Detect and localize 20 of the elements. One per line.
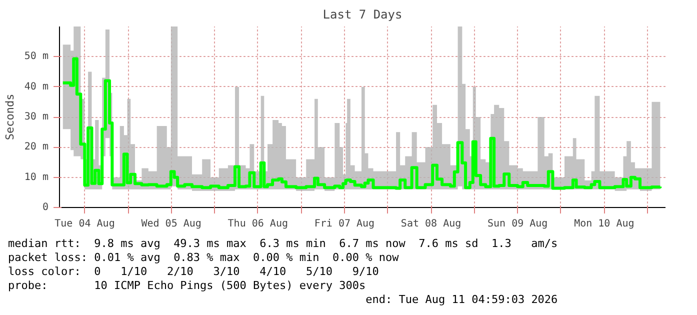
y-tick-label: 10 m (24, 172, 49, 183)
text: probe: 10 ICMP Echo Pings (500 Bytes) every 300s (8, 279, 367, 293)
x-tick-label: Thu 06 Aug (228, 218, 288, 230)
x-tick-label: Wed 05 Aug (141, 218, 202, 230)
y-tick-label: 50 m (24, 51, 49, 62)
x-tick-label: Sun 09 Aug (488, 218, 548, 230)
chart-title: Last 7 Days (322, 8, 402, 22)
x-tick-label: Mon 10 Aug (574, 218, 634, 230)
text: loss color: 0 1/10 2/10 3/10 4/10 5/10 9/10 (8, 265, 380, 279)
x-tick-label: Tue 04 Aug (54, 218, 115, 230)
y-axis-title: Seconds (3, 94, 16, 140)
y-tick-label: 30 m (24, 112, 49, 122)
y-tick-label: 20 m (24, 142, 49, 153)
text: end: Tue Aug 11 04:59:03 2026 (364, 293, 558, 307)
x-tick-label: Sat 08 Aug (400, 218, 462, 230)
text: packet loss: 0.01 % avg 0.83 % max 0.00 % min 0.00 % now (8, 251, 400, 265)
y-tick-label: 0 (42, 202, 49, 213)
text: median rtt: 9.8 ms avg 49.3 ms max 6.3 ms min 6.7 ms now 7.6 ms sd 1.3 am/s (8, 237, 558, 251)
x-tick-label: Fri 07 Aug (314, 218, 375, 230)
y-tick-label: 40 m (24, 81, 49, 92)
